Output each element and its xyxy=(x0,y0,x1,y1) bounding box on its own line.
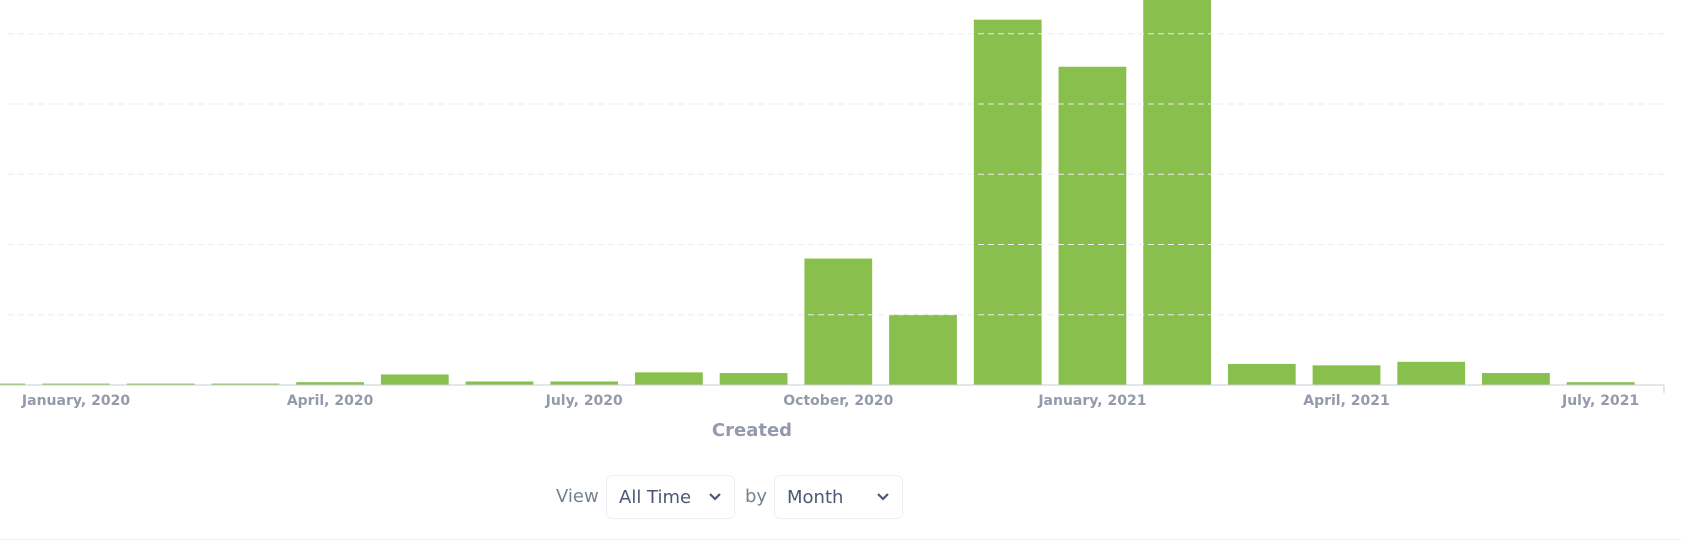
period-select[interactable]: All Time xyxy=(606,475,735,519)
period-value: All Time xyxy=(619,487,692,508)
bar xyxy=(296,382,364,385)
chevron xyxy=(709,493,721,501)
bar xyxy=(1143,0,1211,386)
x-tick-label: July, 2021 xyxy=(1561,393,1639,409)
bar xyxy=(719,373,788,385)
x-axis-label: Created xyxy=(712,420,792,441)
bar xyxy=(1482,373,1550,385)
chevron xyxy=(877,493,889,501)
bar xyxy=(889,314,957,385)
plot-area xyxy=(0,0,1635,386)
bar xyxy=(211,383,280,385)
bar xyxy=(1058,66,1127,385)
divider xyxy=(0,539,1681,540)
bar xyxy=(1566,382,1635,385)
bar xyxy=(804,258,873,385)
bar xyxy=(550,381,619,385)
bar xyxy=(973,19,1042,385)
x-tick-label: April, 2021 xyxy=(1303,393,1390,409)
x-tick-label: April, 2020 xyxy=(287,393,374,409)
bar xyxy=(1227,363,1296,385)
bar xyxy=(635,372,703,385)
chart: Created January, 2020 April, 2020 July, 20… xyxy=(0,0,1665,441)
x-tick-label: October, 2020 xyxy=(783,393,893,409)
by-label: by xyxy=(745,486,768,507)
bar xyxy=(42,383,110,385)
x-tick-label: January, 2021 xyxy=(1037,393,1146,409)
unit-select[interactable]: Month xyxy=(774,475,903,519)
bar xyxy=(1397,361,1466,385)
view-label: View xyxy=(556,486,599,507)
x-tick-label: July, 2020 xyxy=(545,393,623,409)
unit-value: Month xyxy=(787,487,844,508)
bar xyxy=(1312,365,1381,385)
bar xyxy=(380,374,449,385)
bar xyxy=(0,383,26,385)
x-tick-label: January, 2020 xyxy=(21,393,130,409)
bar xyxy=(465,381,534,385)
bar xyxy=(126,383,195,385)
